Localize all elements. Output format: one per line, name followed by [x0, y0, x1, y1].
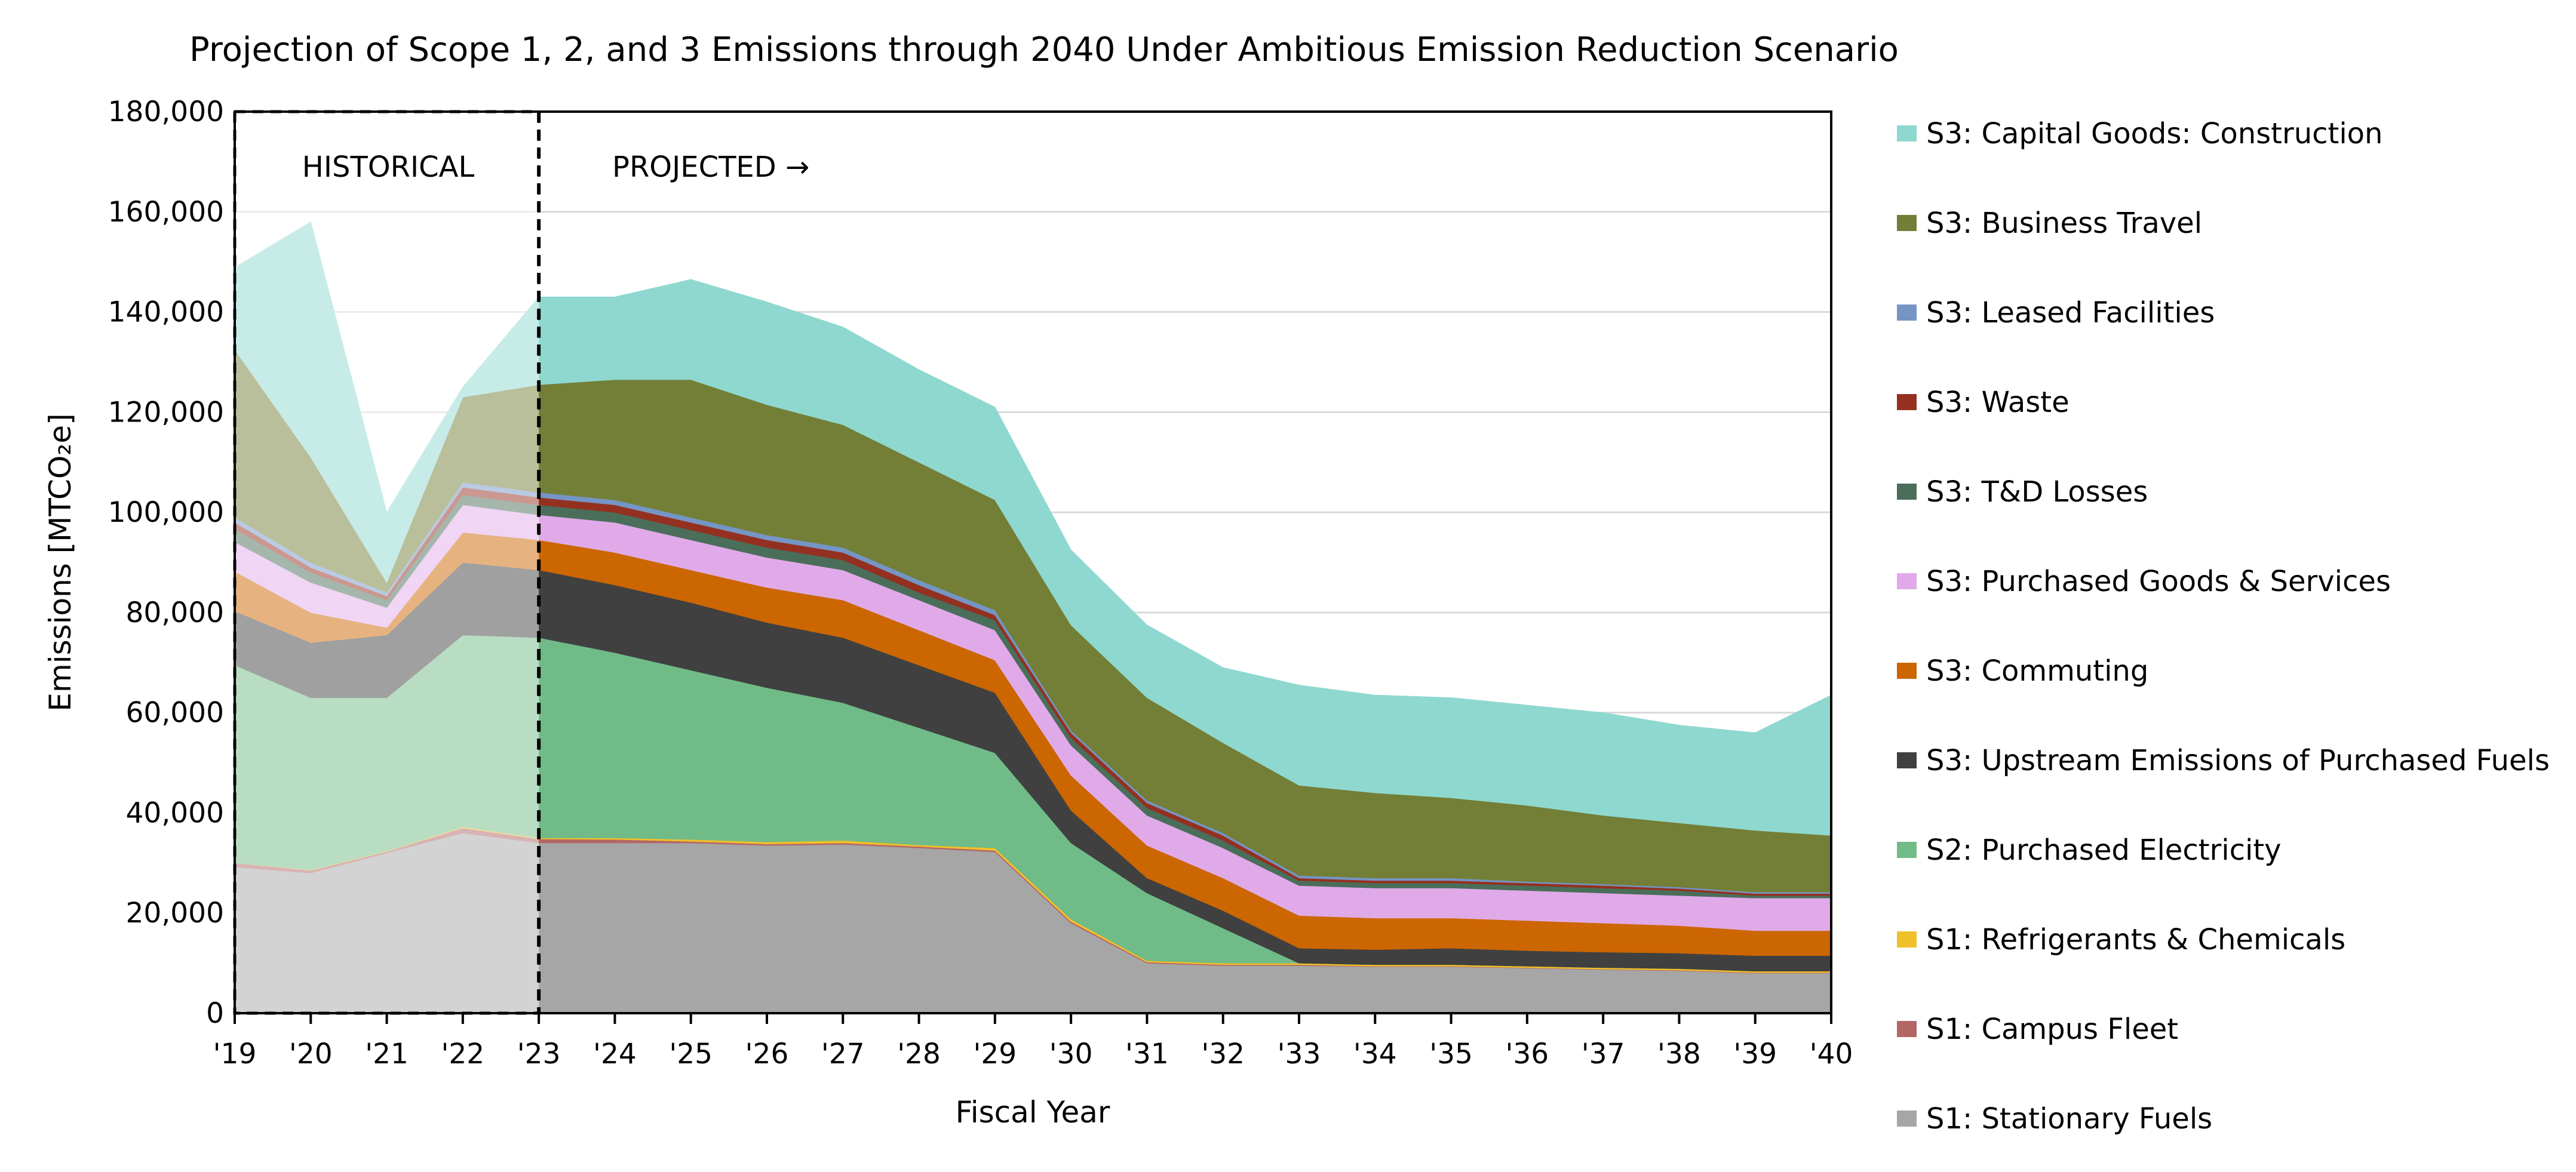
legend-label: S2: Purchased Electricity	[1926, 833, 2282, 867]
x-tick-label: '24	[593, 1038, 637, 1071]
legend-label: S3: Commuting	[1926, 654, 2148, 688]
legend-swatch	[1897, 663, 1917, 679]
y-tick-label: 20,000	[126, 897, 224, 930]
legend-item: S3: Leased Facilities	[1897, 296, 2215, 330]
frames	[233, 110, 1832, 1015]
legend-swatch	[1897, 1021, 1917, 1037]
x-axis-label: Fiscal Year	[956, 1095, 1110, 1130]
x-tick-label: '34	[1353, 1038, 1397, 1071]
legend-swatch	[1897, 842, 1917, 858]
x-tick-label: '38	[1657, 1038, 1701, 1071]
x-tick-label: '33	[1278, 1038, 1321, 1071]
legend-swatch	[1897, 752, 1917, 768]
legend-swatch	[1897, 215, 1917, 231]
legend-label: S3: Purchased Goods & Services	[1926, 565, 2391, 598]
projected-label: PROJECTED →	[612, 150, 809, 184]
legend-item: S1: Stationary Fuels	[1897, 1102, 2212, 1136]
y-tick-label: 0	[206, 997, 224, 1030]
legend-label: S3: Leased Facilities	[1926, 296, 2215, 330]
x-tick-label: '39	[1733, 1038, 1777, 1071]
y-tick-label: 140,000	[108, 296, 224, 329]
x-tick-label: '37	[1582, 1038, 1625, 1071]
x-tick-label: '21	[365, 1038, 409, 1071]
legend-item: S3: Waste	[1897, 386, 2070, 419]
historical-shading	[235, 112, 539, 1013]
y-tick-label: 160,000	[108, 196, 224, 229]
legend-item: S3: Upstream Emissions of Purchased Fuel…	[1897, 744, 2550, 777]
legend-swatch	[1897, 484, 1917, 500]
legend-item: S3: Capital Goods: Construction	[1897, 117, 2382, 150]
legend-item: S3: Commuting	[1897, 654, 2148, 688]
legend-label: S3: Business Travel	[1926, 207, 2202, 240]
x-tick-label: '28	[897, 1038, 941, 1071]
x-tick-label: '25	[669, 1038, 713, 1071]
legend-item: S3: Business Travel	[1897, 207, 2202, 240]
y-axis-label: Emissions [MTCO₂e]	[43, 413, 78, 711]
y-axis-ticks: 0 20,000 40,000 60,000 80,000 100,000 120,000 1…	[108, 96, 224, 1030]
x-tick-label: '26	[745, 1038, 789, 1071]
x-axis-ticks: '19 '20 '21 '22 '23 '24 '25 '26 '27 '28 '29 '30 '31 '…	[213, 1013, 1853, 1071]
x-tick-label: '22	[441, 1038, 484, 1071]
legend-label: S3: Capital Goods: Construction	[1926, 117, 2382, 150]
legend-swatch	[1897, 394, 1917, 410]
legend-label: S3: Waste	[1926, 386, 2070, 419]
x-tick-label: '30	[1049, 1038, 1093, 1071]
legend-label: S1: Campus Fleet	[1926, 1013, 2178, 1046]
legend-item: S3: Purchased Goods & Services	[1897, 565, 2391, 598]
y-tick-label: 120,000	[108, 396, 224, 429]
chart-title: Projection of Scope 1, 2, and 3 Emission…	[189, 30, 1899, 69]
legend-label: S1: Refrigerants & Chemicals	[1926, 923, 2345, 956]
legend-swatch	[1897, 125, 1917, 141]
y-tick-label: 180,000	[108, 96, 224, 128]
legend-label: S1: Stationary Fuels	[1926, 1102, 2212, 1136]
x-tick-label: '31	[1125, 1038, 1169, 1071]
y-tick-label: 60,000	[126, 697, 224, 730]
legend-swatch	[1897, 304, 1917, 321]
legend-swatch	[1897, 1111, 1917, 1127]
legend-label: S3: T&D Losses	[1926, 475, 2148, 509]
legend-swatch	[1897, 931, 1917, 948]
x-tick-label: '35	[1429, 1038, 1473, 1071]
x-tick-label: '27	[821, 1038, 865, 1071]
legend-label: S3: Upstream Emissions of Purchased Fuel…	[1926, 744, 2550, 777]
legend-swatch	[1897, 573, 1917, 589]
legend-item: S1: Refrigerants & Chemicals	[1897, 923, 2345, 956]
x-tick-label: '32	[1201, 1038, 1245, 1071]
x-tick-label: '23	[517, 1038, 561, 1071]
x-tick-label: '40	[1810, 1038, 1853, 1071]
y-tick-label: 80,000	[126, 596, 224, 629]
y-tick-label: 40,000	[126, 796, 224, 829]
legend-item: S3: T&D Losses	[1897, 475, 2148, 509]
legend: S3: Capital Goods: Construction S3: Busin…	[1897, 117, 2550, 1136]
legend-item: S2: Purchased Electricity	[1897, 833, 2282, 867]
y-tick-label: 100,000	[108, 496, 224, 529]
x-tick-label: '19	[213, 1038, 257, 1071]
x-tick-label: '36	[1505, 1038, 1549, 1071]
historical-label: HISTORICAL	[302, 150, 475, 184]
x-tick-label: '20	[289, 1038, 333, 1071]
legend-item: S1: Campus Fleet	[1897, 1013, 2178, 1046]
x-tick-label: '29	[973, 1038, 1017, 1071]
series-areas	[234, 221, 1832, 1014]
